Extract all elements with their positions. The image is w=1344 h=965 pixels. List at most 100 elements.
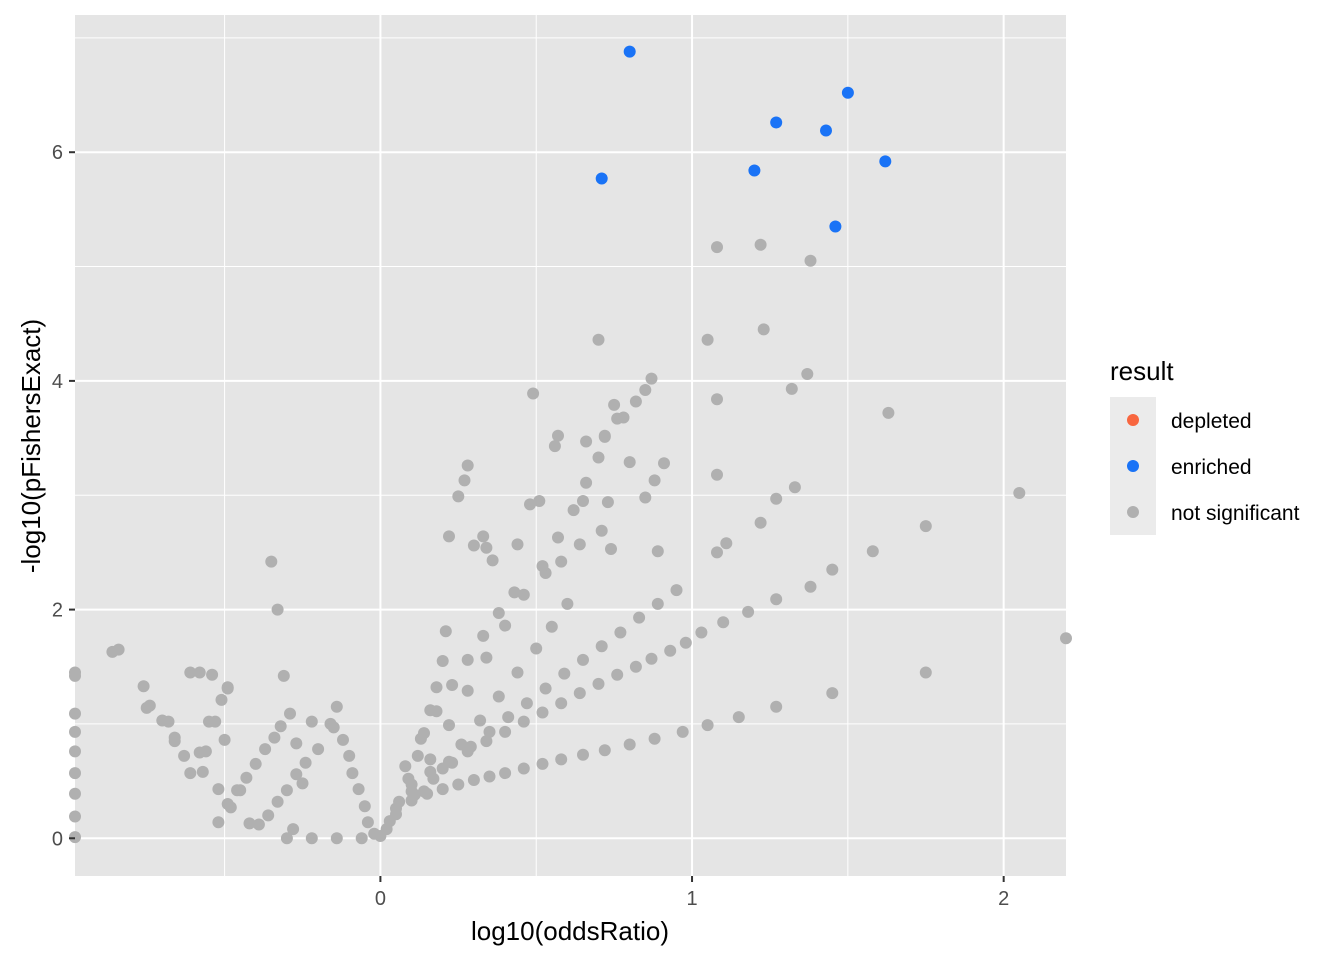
point-not-significant — [168, 735, 181, 748]
legend-key-enriched — [1127, 460, 1139, 472]
point-not-significant — [268, 731, 281, 744]
point-not-significant — [467, 774, 480, 786]
point-not-significant — [608, 398, 621, 411]
point-not-significant — [499, 725, 512, 738]
point-not-significant — [343, 749, 356, 762]
point-enriched — [879, 155, 892, 168]
point-not-significant — [788, 481, 801, 494]
point-not-significant — [595, 524, 608, 537]
point-not-significant — [436, 762, 449, 775]
point-not-significant — [452, 778, 465, 791]
point-not-significant — [464, 740, 477, 753]
point-not-significant — [296, 777, 309, 790]
point-not-significant — [645, 372, 658, 385]
point-enriched — [770, 116, 783, 129]
point-enriched — [595, 172, 608, 185]
point-not-significant — [69, 831, 81, 844]
point-not-significant — [411, 749, 424, 762]
point-not-significant — [701, 333, 714, 346]
point-not-significant — [162, 715, 175, 728]
point-not-significant — [402, 772, 415, 785]
point-not-significant — [732, 711, 745, 724]
point-not-significant — [224, 801, 237, 814]
point-not-significant — [280, 832, 293, 845]
point-not-significant — [770, 492, 783, 505]
point-not-significant — [277, 669, 290, 682]
point-not-significant — [598, 429, 611, 442]
point-not-significant — [193, 746, 206, 759]
point-not-significant — [380, 823, 393, 836]
point-not-significant — [648, 474, 661, 487]
point-not-significant — [69, 669, 81, 682]
point-not-significant — [461, 653, 474, 666]
point-not-significant — [480, 541, 493, 554]
point-not-significant — [483, 770, 496, 783]
point-not-significant — [502, 711, 515, 724]
point-not-significant — [866, 545, 879, 558]
point-not-significant — [361, 816, 374, 829]
point-not-significant — [580, 435, 593, 448]
point-not-significant — [826, 687, 839, 700]
point-not-significant — [418, 727, 430, 740]
point-not-significant — [555, 697, 568, 710]
point-not-significant — [452, 490, 465, 503]
point-not-significant — [573, 687, 586, 700]
point-not-significant — [555, 753, 568, 766]
point-not-significant — [757, 323, 770, 336]
point-not-significant — [234, 784, 247, 797]
x-tick-label: 1 — [686, 888, 697, 910]
point-not-significant — [346, 767, 359, 780]
point-not-significant — [249, 757, 262, 770]
point-not-significant — [184, 767, 197, 780]
point-not-significant — [274, 720, 287, 733]
point-not-significant — [252, 818, 265, 831]
point-not-significant — [530, 642, 543, 655]
point-not-significant — [69, 810, 81, 823]
point-not-significant — [651, 545, 664, 558]
point-not-significant — [648, 732, 661, 745]
point-not-significant — [536, 706, 549, 719]
point-not-significant — [770, 593, 783, 606]
point-not-significant — [196, 765, 209, 778]
point-not-significant — [919, 520, 932, 533]
point-not-significant — [69, 767, 81, 780]
point-not-significant — [754, 516, 767, 529]
point-not-significant — [664, 644, 677, 657]
point-not-significant — [639, 384, 652, 396]
point-not-significant — [418, 785, 430, 798]
point-not-significant — [595, 640, 608, 653]
point-not-significant — [658, 457, 670, 470]
point-not-significant — [577, 653, 589, 666]
point-not-significant — [477, 629, 490, 642]
point-not-significant — [215, 693, 228, 706]
point-not-significant — [184, 666, 197, 679]
point-not-significant — [639, 491, 652, 504]
point-not-significant — [290, 737, 303, 750]
point-not-significant — [265, 555, 278, 568]
y-tick-label: 2 — [52, 600, 63, 622]
point-not-significant — [446, 756, 459, 769]
legend-key-depleted — [1127, 414, 1139, 426]
point-not-significant — [558, 667, 571, 680]
point-not-significant — [577, 495, 589, 507]
point-not-significant — [645, 652, 658, 665]
point-not-significant — [399, 760, 412, 773]
point-not-significant — [711, 241, 723, 254]
point-not-significant — [598, 744, 611, 757]
point-not-significant — [508, 586, 521, 599]
point-not-significant — [458, 474, 471, 487]
point-not-significant — [676, 725, 689, 738]
point-not-significant — [882, 406, 895, 419]
point-not-significant — [592, 333, 605, 346]
point-not-significant — [770, 700, 783, 713]
point-not-significant — [355, 832, 368, 845]
point-not-significant — [536, 560, 549, 573]
point-not-significant — [539, 682, 552, 695]
data-points — [69, 45, 1072, 845]
point-enriched — [841, 86, 854, 99]
point-not-significant — [623, 456, 636, 469]
point-not-significant — [337, 733, 349, 746]
point-enriched — [623, 45, 636, 58]
